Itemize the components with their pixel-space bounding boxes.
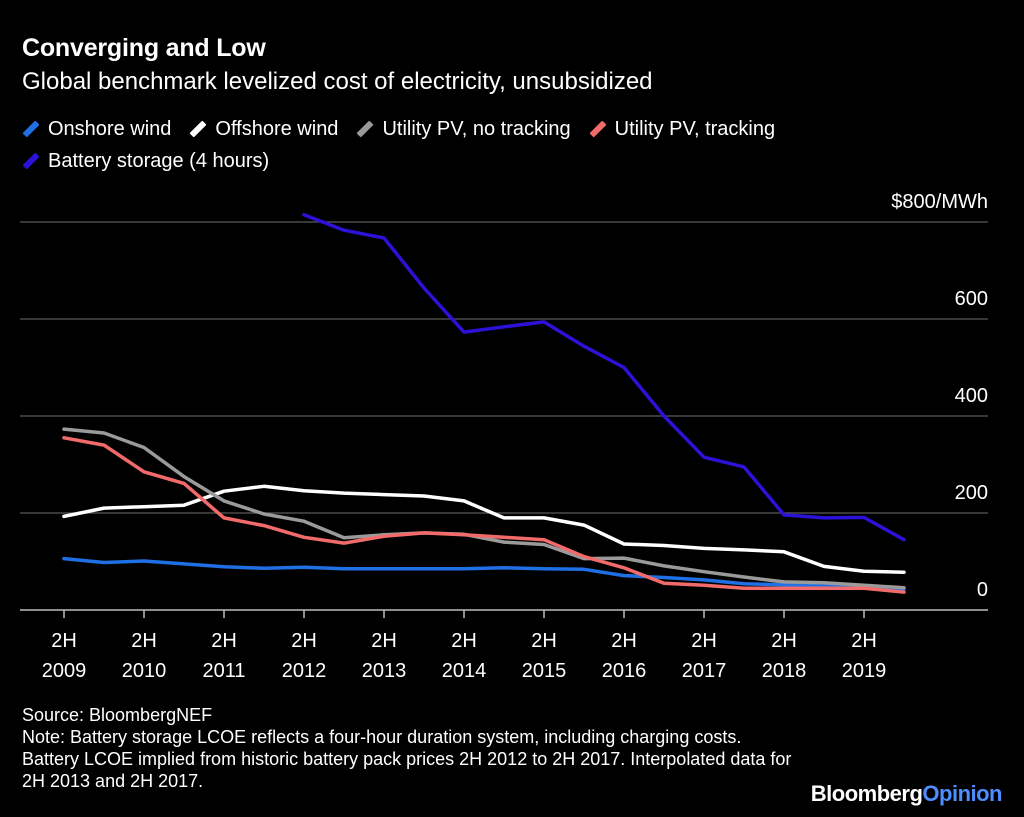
legend-item-utility-pv-tracking: Utility PV, tracking: [589, 117, 775, 141]
x-tick-label: 2H: [851, 630, 877, 652]
y-tick-label: 200: [955, 482, 988, 504]
x-tick-label: 2016: [602, 660, 647, 682]
x-tick-label: 2H: [51, 630, 77, 652]
y-tick-label: $800/MWh: [891, 191, 988, 213]
x-tick-label: 2H: [371, 630, 397, 652]
x-tick-label: 2019: [842, 660, 887, 682]
x-tick-label: 2012: [282, 660, 327, 682]
legend-label: Utility PV, tracking: [614, 117, 776, 140]
x-tick-label: 2010: [122, 660, 167, 682]
x-tick-label: 2H: [291, 630, 317, 652]
series-line-offshore-wind: [62, 484, 906, 574]
x-tick-label: 2017: [682, 660, 727, 682]
legend-item-battery-storage: Battery storage (4 hours): [22, 149, 269, 173]
logo-accent: Opinion: [922, 781, 1002, 806]
gridlines: [20, 221, 988, 611]
source-text: Source: BloombergNEF: [22, 705, 213, 725]
x-tick-label: 2015: [522, 660, 567, 682]
legend-item-utility-pv-no-tracking: Utility PV, no tracking: [356, 117, 571, 141]
chart-title: Converging and Low: [22, 34, 266, 62]
note-text: Note: Battery storage LCOE reflects a fo…: [22, 727, 792, 791]
x-tick-label: 2H: [451, 630, 477, 652]
logo-main: Bloomberg: [810, 781, 923, 806]
series-line-utility-pv-tracking: [62, 436, 906, 594]
legend-item-offshore-wind: Offshore wind: [189, 117, 338, 141]
legend: Onshore wind Offshore wind Utility PV, n…: [22, 117, 922, 173]
y-tick-label: 0: [977, 579, 988, 601]
legend-label: Offshore wind: [215, 117, 339, 140]
series-lines: [62, 212, 906, 594]
x-tick-label: 2H: [691, 630, 717, 652]
series-line-onshore-wind: [62, 556, 906, 591]
y-axis-labels: 0 200 400 600 $800/MWh: [891, 191, 988, 601]
x-tick-label: 2014: [442, 660, 487, 682]
chart-footnote: Source: BloombergNEF Note: Battery stora…: [22, 704, 802, 792]
y-tick-label: 400: [955, 385, 988, 407]
x-tick-label: 2H: [211, 630, 237, 652]
legend-label: Battery storage (4 hours): [48, 149, 270, 172]
y-tick-label: 600: [955, 288, 988, 310]
bloomberg-opinion-logo: BloombergOpinion: [810, 781, 1003, 807]
series-line-battery-storage-4-hours: [302, 212, 906, 542]
x-tick-label: 2018: [762, 660, 807, 682]
chart-subtitle: Global benchmark levelized cost of elect…: [22, 68, 653, 95]
x-tick-label: 2H: [611, 630, 637, 652]
x-tick-label: 2009: [42, 660, 87, 682]
x-tick-label: 2H: [131, 630, 157, 652]
series-line-utility-pv-no-tracking: [62, 427, 906, 590]
legend-item-onshore-wind: Onshore wind: [22, 117, 171, 141]
x-tick-label: 2H: [531, 630, 557, 652]
x-tick-label: 2013: [362, 660, 407, 682]
legend-label: Utility PV, no tracking: [382, 117, 571, 140]
x-axis: 2H 2009 2H 2010 2H 2011 2H 2012 2H 2013 2H 2014 2H 20…: [42, 610, 887, 682]
x-tick-label: 2H: [771, 630, 797, 652]
x-tick-label: 2011: [202, 660, 245, 682]
legend-label: Onshore wind: [48, 117, 172, 140]
